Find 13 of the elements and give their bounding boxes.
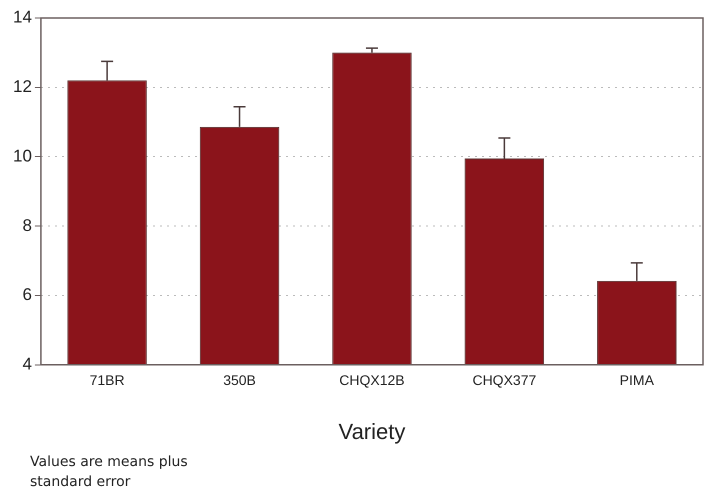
y-tick-label: 4 xyxy=(22,354,32,374)
x-tick-label: 71BR xyxy=(90,372,125,388)
y-tick-label: 6 xyxy=(22,285,32,304)
x-tick-label: CHQX377 xyxy=(472,372,536,388)
y-tick-label: 10 xyxy=(12,146,32,166)
text: Values are means plus standard error xyxy=(30,453,189,492)
x-tick-label: PIMA xyxy=(620,372,655,388)
x-tick-label: CHQX12B xyxy=(339,372,405,388)
y-tick-label: 12 xyxy=(12,77,32,96)
x-tick-label: 350B xyxy=(223,372,256,388)
x-axis-title: Variety xyxy=(338,418,406,444)
y-tick-label: 14 xyxy=(12,8,32,27)
y-tick-label: 8 xyxy=(22,216,32,235)
